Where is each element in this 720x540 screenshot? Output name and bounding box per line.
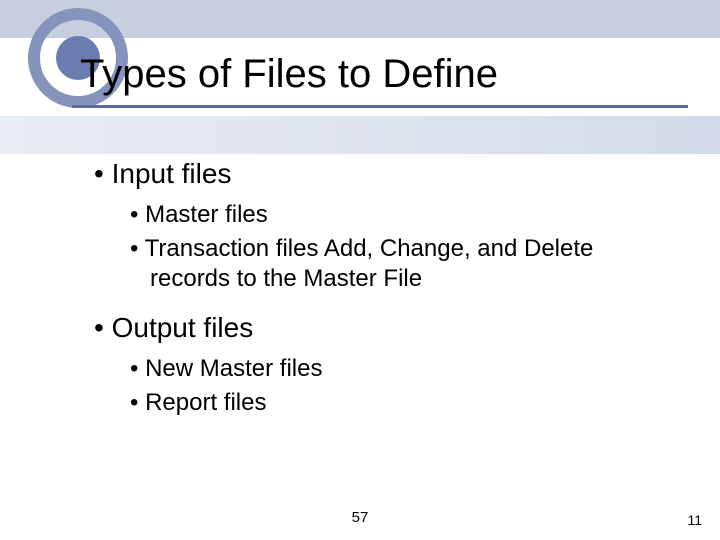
- bullet-level2: Transaction files Add, Change, and Delet…: [130, 234, 680, 294]
- bullet-level1: Output files: [94, 312, 680, 344]
- center-page-number: 57: [0, 509, 720, 526]
- bullet-level2: Master files: [130, 200, 680, 230]
- bullet-level2: New Master files: [130, 354, 680, 384]
- slide-number: 11: [687, 512, 702, 528]
- bullet-level2: Report files: [130, 388, 680, 418]
- slide-body: Input files Master files Transaction fil…: [94, 158, 680, 422]
- sub-color-bar: [0, 116, 720, 154]
- bullet-level1: Input files: [94, 158, 680, 190]
- title-underline: [72, 105, 688, 108]
- slide-title: Types of Files to Define: [80, 52, 498, 97]
